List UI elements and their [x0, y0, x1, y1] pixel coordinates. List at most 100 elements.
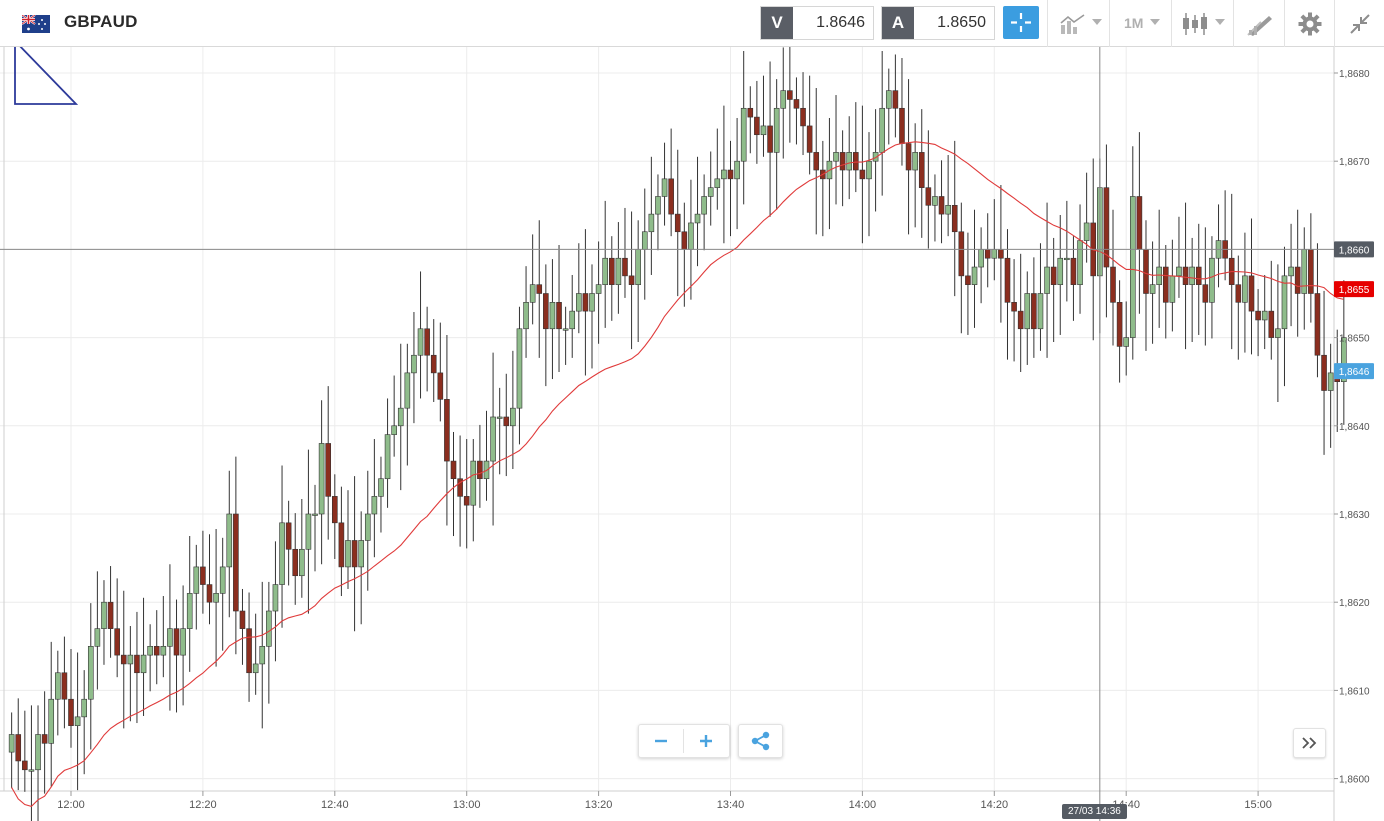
price-tick-label: 1,8650: [1339, 334, 1370, 345]
chart-type-button[interactable]: [1171, 0, 1233, 47]
candle-body: [806, 125, 813, 153]
candle-body: [912, 152, 918, 171]
candle-body: [1116, 302, 1123, 347]
candle-body: [1235, 284, 1242, 303]
candle-body: [371, 496, 378, 515]
candle-body: [285, 522, 292, 550]
candle-body: [81, 698, 87, 718]
candlestick-chart[interactable]: 1,86001,86101,86201,86301,86401,86501,86…: [0, 47, 1384, 821]
candle-body: [28, 769, 35, 772]
candle-body: [648, 213, 655, 233]
crosshair-price-label: 1,8660: [1339, 245, 1370, 256]
candle-body: [1314, 293, 1321, 356]
time-tick-label: 12:20: [189, 799, 217, 811]
candle-body: [681, 231, 688, 250]
candle-body: [351, 540, 358, 568]
candle-body: [892, 90, 899, 109]
candle-body: [1156, 266, 1162, 285]
candle-body: [411, 354, 417, 374]
scroll-to-end-button[interactable]: [1293, 728, 1326, 758]
candle-body: [1341, 337, 1347, 383]
candle-body: [1024, 293, 1031, 330]
candle-body: [1209, 257, 1215, 303]
candle-body: [734, 160, 740, 180]
ask-price-label-bg: [1334, 281, 1374, 298]
bid-quote[interactable]: V 1.8646: [760, 6, 874, 40]
time-tick-label: 13:00: [453, 799, 481, 811]
candle-body: [800, 107, 806, 127]
candle-body: [193, 566, 200, 594]
candle-body: [424, 328, 430, 356]
candle-body: [94, 628, 101, 647]
candle-body: [477, 460, 483, 480]
candle-body: [978, 249, 984, 268]
candle-body: [252, 663, 259, 674]
candle-body: [872, 152, 879, 162]
candle-body: [1123, 337, 1129, 347]
drawing-icon: [1247, 16, 1272, 36]
ask-quote[interactable]: A 1.8650: [881, 6, 995, 40]
bid-tag: V: [761, 7, 793, 39]
candle-body: [595, 284, 602, 294]
candle-body: [153, 645, 160, 656]
candle-body: [55, 672, 61, 700]
candle-body: [1169, 275, 1176, 303]
candle-body: [740, 107, 747, 162]
candle-body: [107, 601, 114, 629]
candle-body: [134, 654, 140, 674]
candle-body: [1294, 266, 1301, 294]
candle-body: [1242, 275, 1248, 303]
candle-body: [556, 302, 562, 330]
candle-body: [417, 328, 424, 356]
candle-body: [721, 169, 727, 180]
chevron-down-icon: [1215, 19, 1225, 25]
candle-body: [701, 196, 707, 215]
indicators-button[interactable]: [1047, 0, 1109, 47]
candle-body: [430, 354, 437, 374]
price-tick-label: 1,8670: [1339, 157, 1370, 168]
candle-body: [885, 90, 892, 109]
candle-body: [773, 107, 780, 153]
candle-body: [813, 152, 820, 171]
moving-average-line: [11, 141, 1344, 808]
candle-body: [951, 205, 958, 233]
candle-body: [180, 628, 186, 656]
share-button[interactable]: [738, 724, 783, 758]
candle-body: [35, 734, 41, 771]
settings-button[interactable]: [1284, 0, 1334, 47]
candle-body: [200, 566, 206, 585]
zoom-in-button[interactable]: [684, 725, 728, 757]
collapse-icon: [1350, 14, 1370, 34]
candle-body: [905, 143, 912, 171]
crosshair-button[interactable]: [1003, 6, 1039, 39]
candle-body: [543, 293, 549, 330]
candle-body: [444, 399, 450, 462]
candle-body: [523, 302, 529, 330]
candle-body: [186, 593, 193, 629]
collapse-button[interactable]: [1334, 0, 1384, 47]
drawing-tools-button[interactable]: [1233, 0, 1284, 47]
candle-body: [358, 540, 364, 568]
candle-body: [1050, 266, 1057, 285]
candle-body: [1136, 196, 1143, 250]
candle-body: [846, 152, 853, 171]
candle-body: [793, 99, 800, 109]
scroll-end-icon: [1302, 737, 1317, 749]
triangle-drawing-icon[interactable]: [14, 47, 79, 105]
candle-body: [61, 672, 68, 700]
candle-body: [879, 107, 885, 153]
timeframe-button[interactable]: 1M: [1109, 0, 1171, 47]
indicators-icon: [1060, 14, 1085, 34]
candle-body: [1176, 266, 1182, 277]
candle-body: [391, 425, 397, 435]
candle-body: [173, 628, 180, 656]
symbol-title: GBPAUD: [64, 12, 138, 31]
candle-body: [233, 513, 239, 612]
candle-body: [457, 478, 463, 497]
candle-body: [503, 416, 510, 427]
candle-body: [1149, 284, 1156, 294]
candle-body: [899, 107, 905, 144]
zoom-out-button[interactable]: [639, 725, 683, 757]
candle-body: [958, 231, 965, 277]
candle-body: [87, 645, 94, 700]
